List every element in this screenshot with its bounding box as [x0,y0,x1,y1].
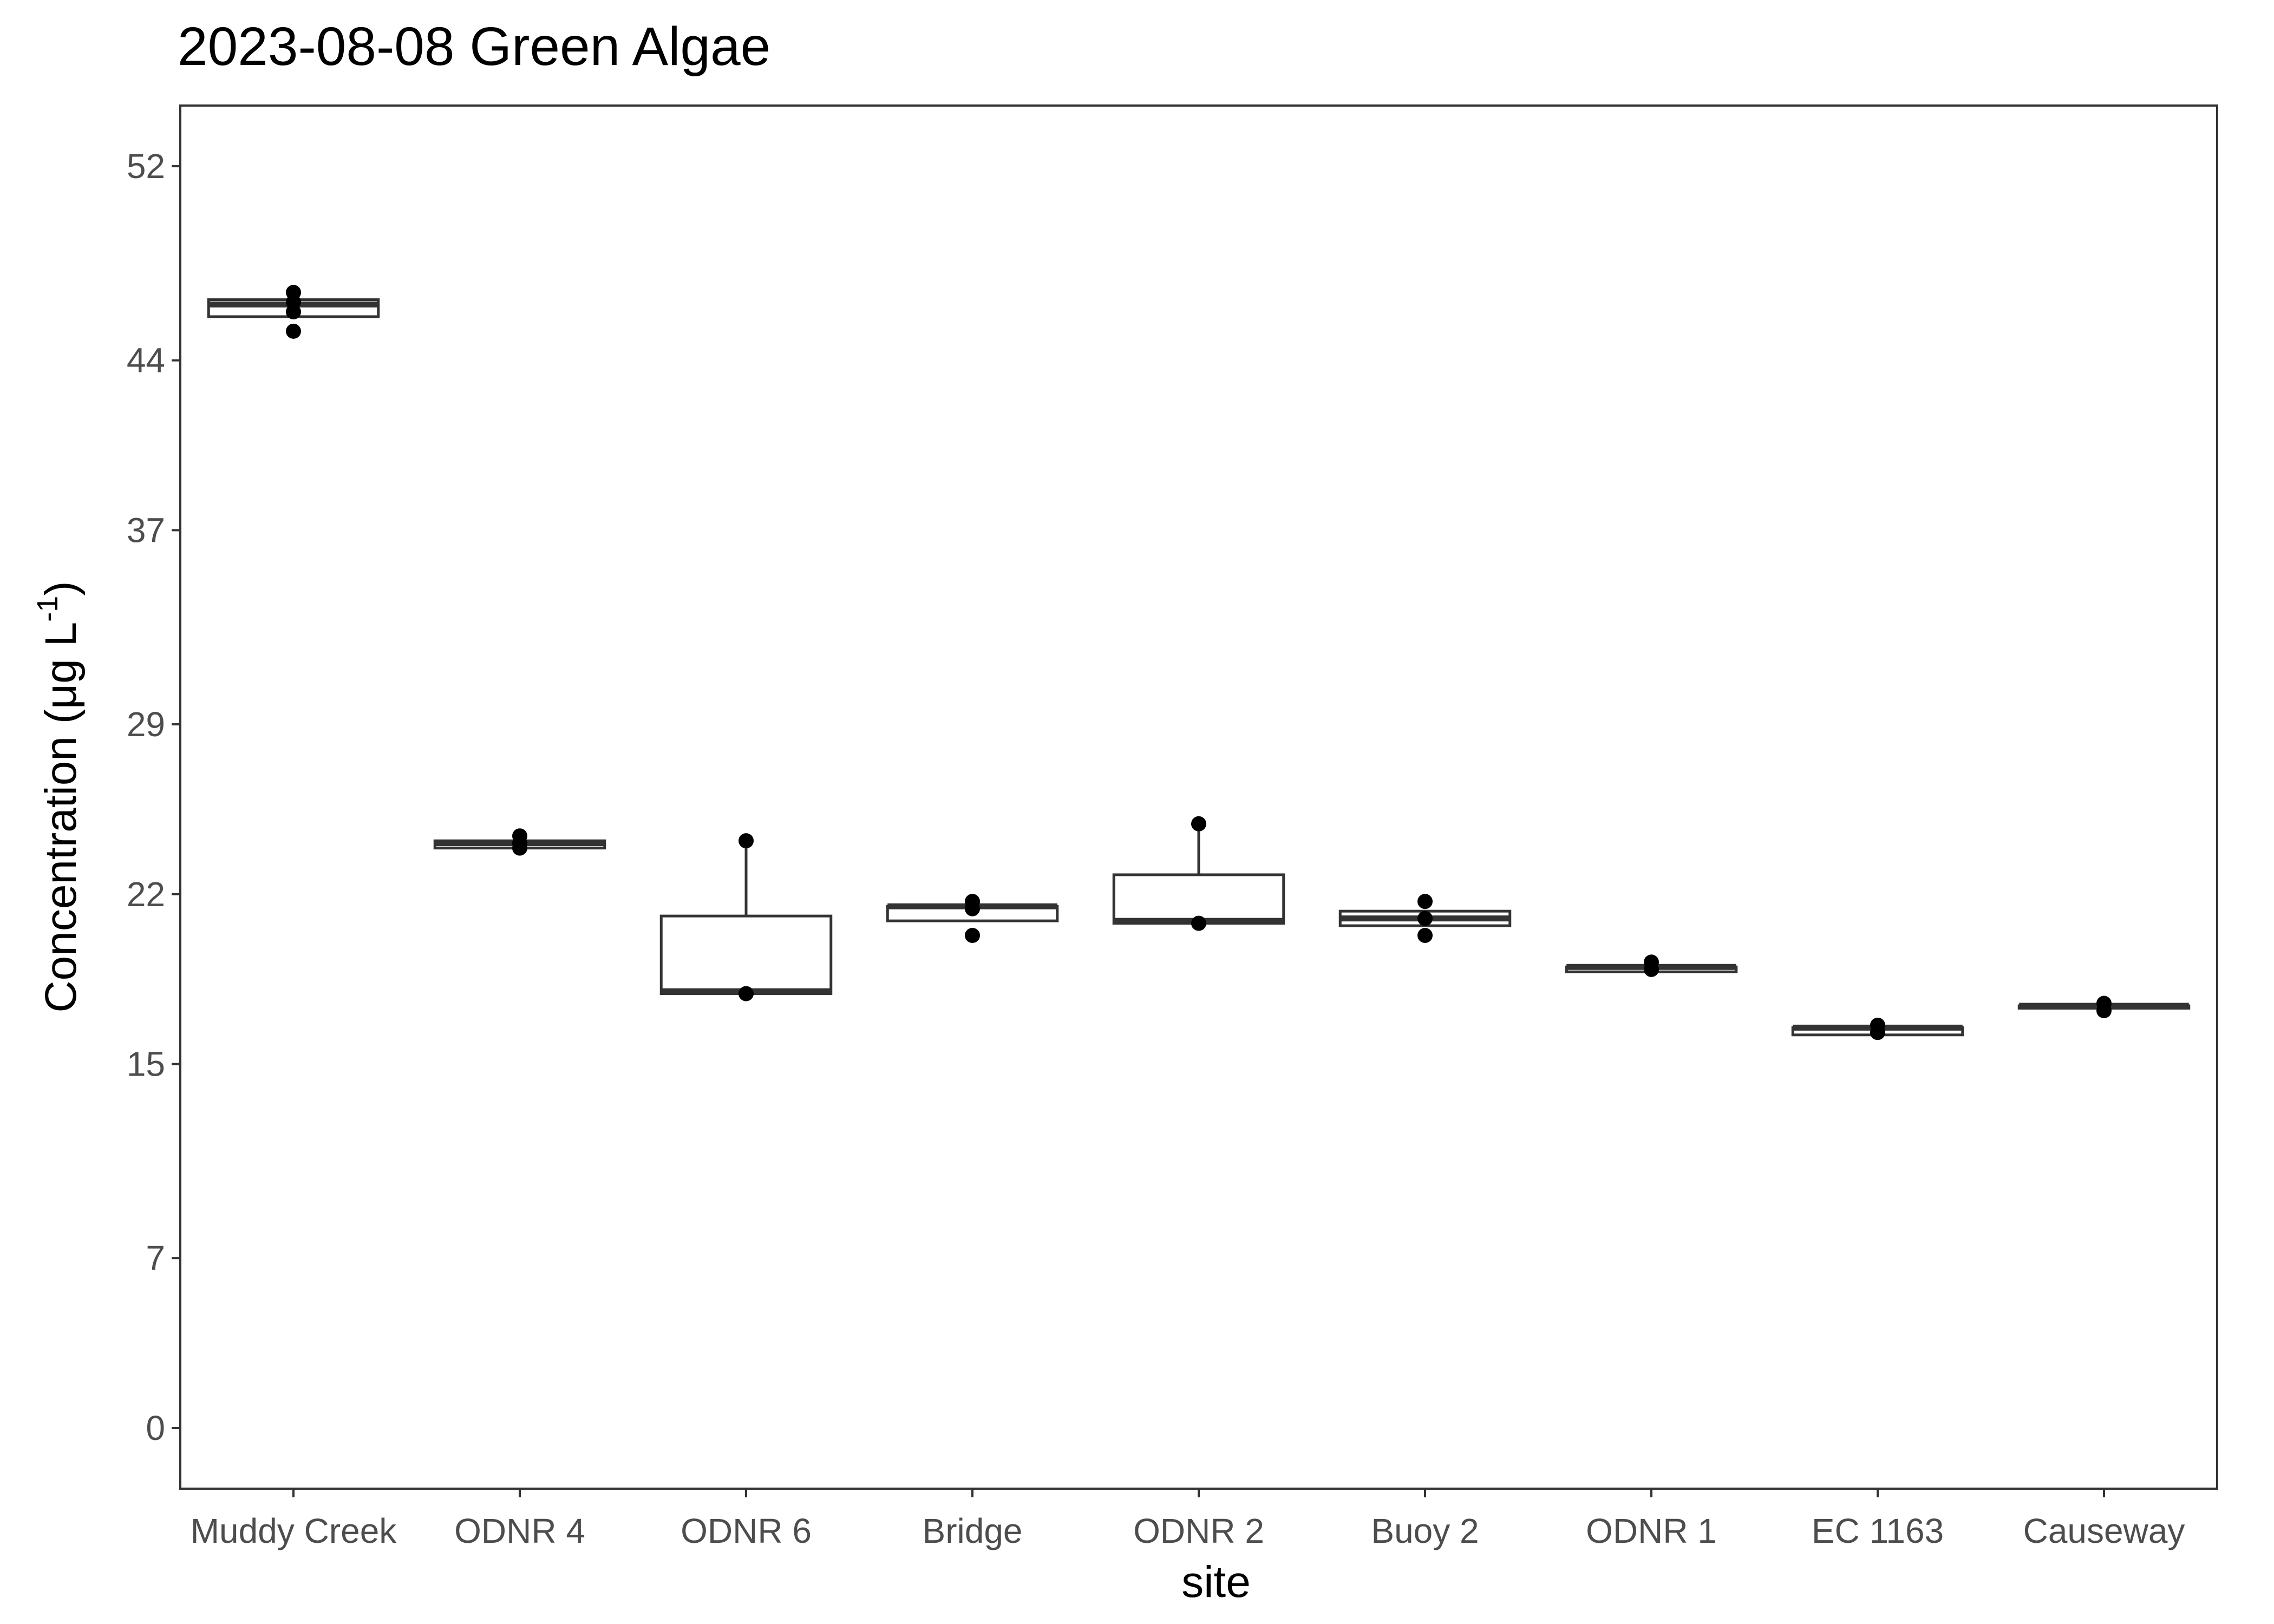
data-point [965,928,980,943]
data-point [512,828,527,844]
x-tick-label: ODNR 6 [681,1511,812,1550]
data-point [739,833,754,849]
box-odnr-6 [659,833,833,1001]
data-point [1191,915,1206,931]
box-buoy-2 [1338,894,1512,943]
data-point [286,323,301,339]
data-point [1417,894,1433,909]
y-tick-label: 52 [127,147,165,186]
data-point [965,894,980,909]
x-tick-label: Causeway [2023,1511,2185,1550]
y-axis-title-superscript: -1 [31,596,64,622]
x-tick-label: Bridge [923,1511,1023,1550]
plot-panel [179,104,2218,1490]
x-axis: Muddy Creek ODNR 4 ODNR 6 Bridge ODNR 2 Buoy … [191,1489,2185,1550]
box-odnr-4 [433,828,606,856]
box-causeway [2017,996,2191,1018]
y-tick-label: 22 [127,875,165,914]
box-odnr-1 [1565,954,1738,977]
data-point [1417,928,1433,943]
y-tick-label: 7 [146,1239,165,1278]
y-axis-title-close: ) [36,581,86,595]
box-odnr-2 [1112,816,1285,931]
x-axis-title: site [1181,1557,1251,1607]
x-tick-label: Muddy Creek [191,1511,397,1550]
x-tick-label: ODNR 1 [1586,1511,1717,1550]
chart-title: 2023-08-08 Green Algae [178,16,770,77]
x-tick-label: ODNR 2 [1133,1511,1264,1550]
y-axis: 0 7 15 22 29 37 44 52 [127,147,180,1448]
y-tick-label: 37 [127,510,165,549]
box-bridge [886,894,1059,943]
data-point [1417,911,1433,926]
data-point [739,986,754,1001]
data-point [1870,1017,1885,1033]
data-point [1644,954,1659,970]
box-muddy-creek [207,285,380,339]
y-axis-title: Concentration (μg L-1) [31,581,86,1012]
box-body [659,914,833,996]
box-body [1112,873,1285,925]
y-tick-label: 0 [146,1409,165,1448]
data-point [2096,996,2112,1011]
data-point [1191,816,1206,831]
y-axis-title-main: Concentration (μg L [36,622,86,1013]
y-tick-label: 15 [127,1045,165,1084]
box-marks [207,285,2191,1040]
y-tick-label: 29 [127,705,165,744]
x-tick-label: ODNR 4 [454,1511,585,1550]
data-point [286,285,301,300]
box-ec-1163 [1791,1017,1964,1040]
x-tick-label: EC 1163 [1812,1511,1944,1550]
x-tick-label: Buoy 2 [1371,1511,1479,1550]
y-tick-label: 44 [127,341,165,380]
